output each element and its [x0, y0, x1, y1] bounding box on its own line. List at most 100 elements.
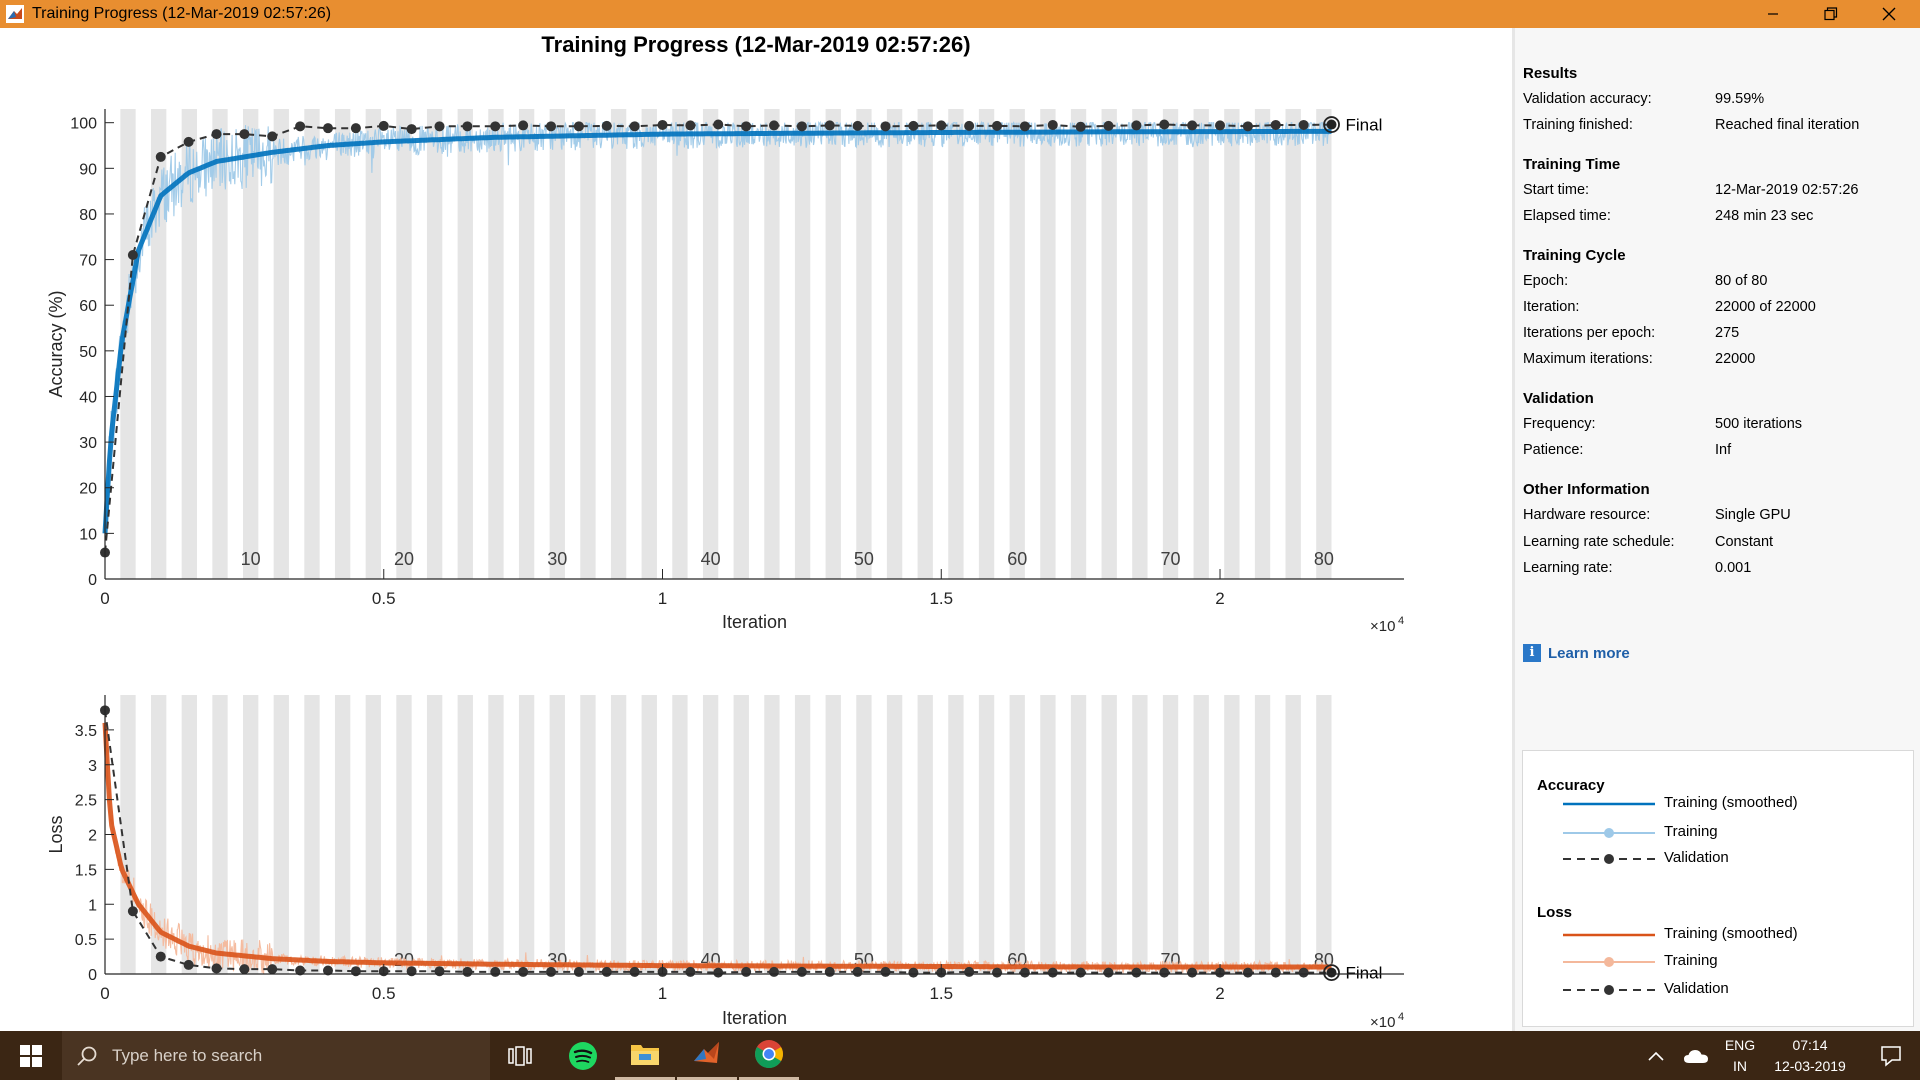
- accuracy-epoch-band: [120, 109, 136, 579]
- loss-epoch-band: [273, 695, 289, 974]
- show-hidden-icons-button[interactable]: [1628, 1031, 1684, 1080]
- accuracy-y-tick-label: 80: [79, 207, 97, 224]
- accuracy-validation-point: [378, 120, 389, 131]
- accuracy-epoch-band: [580, 109, 596, 579]
- accuracy-y-tick-label: 10: [79, 526, 97, 543]
- language-indicator-bottom[interactable]: IN: [1733, 1058, 1747, 1074]
- spotify-taskbar-button[interactable]: [553, 1031, 613, 1080]
- window-titlebar: Training Progress (12-Mar-2019 02:57:26): [0, 0, 1920, 28]
- language-indicator-top[interactable]: ENG: [1724, 1037, 1756, 1053]
- accuracy-validation-point: [518, 120, 529, 131]
- minimize-icon: [1768, 13, 1778, 15]
- minimize-button[interactable]: [1744, 0, 1802, 28]
- loss-validation-point: [1047, 967, 1058, 978]
- plot-main-title: Training Progress (12-Mar-2019 02:57:26): [541, 32, 971, 57]
- accuracy-epoch-band: [978, 109, 995, 579]
- loss-validation-point: [964, 966, 975, 977]
- loss-epoch-band: [426, 695, 443, 974]
- loss-validation-point: [796, 966, 807, 977]
- accuracy-epoch-label: 70: [1161, 549, 1181, 569]
- maximum-iterations-value: 22000: [1715, 351, 1756, 367]
- legend-loss-smoothed-sample: [1563, 933, 1655, 937]
- close-button[interactable]: [1860, 0, 1918, 28]
- onedrive-tray-button[interactable]: [1668, 1031, 1724, 1080]
- spotify-icon: [569, 1041, 597, 1070]
- learn-more-link[interactable]: i Learn more: [1523, 644, 1630, 662]
- loss-epoch-band: [396, 695, 412, 974]
- search-placeholder: Type here to search: [112, 1045, 263, 1065]
- accuracy-validation-point: [657, 119, 668, 130]
- clock-time[interactable]: 07:14: [1792, 1037, 1828, 1053]
- accuracy-epoch-band: [518, 109, 535, 579]
- panel-divider[interactable]: [1512, 28, 1515, 1031]
- training-finished-value: Reached final iteration: [1715, 117, 1860, 133]
- task-view-icon: [508, 1045, 532, 1066]
- loss-epoch-band: [917, 695, 933, 974]
- clock-date[interactable]: 12-03-2019: [1774, 1058, 1846, 1074]
- task-view-button[interactable]: [490, 1031, 550, 1080]
- legend-accuracy-smoothed-label: Training (smoothed): [1664, 794, 1798, 811]
- matlab-app-icon: [6, 5, 24, 23]
- accuracy-epoch-band: [1070, 109, 1087, 579]
- accuracy-epoch-label: 40: [701, 549, 721, 569]
- loss-epoch-band: [150, 695, 167, 974]
- matlab-taskbar-button[interactable]: [677, 1031, 737, 1080]
- accuracy-validation-point: [936, 120, 947, 131]
- loss-epoch-band: [886, 695, 903, 974]
- epoch-label: Epoch:: [1523, 273, 1569, 289]
- loss-validation-point: [267, 964, 278, 975]
- validation-accuracy-value: 99.59%: [1715, 91, 1765, 107]
- loss-epoch-band: [304, 695, 320, 974]
- loss-y-axis-label: Loss: [46, 815, 66, 853]
- chrome-taskbar-button[interactable]: [739, 1031, 799, 1080]
- accuracy-epoch-band: [917, 109, 933, 579]
- legend-loss-title: Loss: [1537, 904, 1573, 921]
- loss-epoch-band: [764, 695, 780, 974]
- loss-epoch-band: [1040, 695, 1056, 974]
- loss-validation-point: [546, 966, 557, 977]
- accuracy-validation-point: [1270, 119, 1281, 130]
- accuracy-epoch-band: [794, 109, 811, 579]
- accuracy-validation-point: [127, 250, 138, 261]
- accuracy-validation-point: [685, 120, 696, 131]
- loss-epoch-band: [794, 695, 811, 974]
- accuracy-epoch-band: [1316, 109, 1332, 579]
- file-explorer-taskbar-button[interactable]: [615, 1031, 675, 1080]
- maximize-button[interactable]: [1802, 0, 1860, 28]
- chevron-up-icon: [1648, 1051, 1664, 1061]
- loss-x-tick-label: 1.5: [929, 984, 953, 1003]
- loss-x-tick-label: 2: [1215, 984, 1224, 1003]
- taskbar-search-box[interactable]: Type here to search: [62, 1031, 490, 1080]
- accuracy-validation-point: [323, 123, 334, 134]
- learning-rate-schedule-label: Learning rate schedule:: [1523, 534, 1675, 550]
- onedrive-icon: [1684, 1049, 1708, 1063]
- accuracy-validation-point: [796, 121, 807, 132]
- accuracy-epoch-band: [733, 109, 749, 579]
- accuracy-validation-point: [239, 129, 250, 140]
- loss-validation-point: [1187, 967, 1198, 978]
- accuracy-epoch-band: [365, 109, 381, 579]
- training-finished-label: Training finished:: [1523, 117, 1633, 133]
- loss-epoch-band: [948, 695, 964, 974]
- loss-training-smoothed-line: [102, 722, 1332, 970]
- close-icon: [1882, 7, 1896, 21]
- loss-y-tick-label: 3: [88, 758, 97, 775]
- loss-validation-point: [824, 966, 835, 977]
- accuracy-y-tick-label: 100: [70, 116, 97, 133]
- learning-rate-schedule-value: Constant: [1715, 534, 1774, 550]
- loss-epoch-band: [365, 695, 381, 974]
- accuracy-y-tick-label: 30: [79, 435, 97, 452]
- frequency-label: Frequency:: [1523, 416, 1596, 432]
- loss-y-tick-label: 0.5: [75, 932, 97, 949]
- start-button[interactable]: [0, 1031, 62, 1080]
- action-center-button[interactable]: [1862, 1031, 1920, 1080]
- accuracy-validation-point: [908, 120, 919, 131]
- loss-epoch-band: [518, 695, 535, 974]
- accuracy-validation-point: [1019, 121, 1030, 132]
- accuracy-epoch-band: [396, 109, 412, 579]
- loss-validation-point: [908, 967, 919, 978]
- file-explorer-icon: [631, 1045, 659, 1065]
- loss-validation-point: [741, 966, 752, 977]
- iterations-per-epoch-value: 275: [1715, 325, 1740, 341]
- accuracy-validation-point: [1103, 120, 1114, 131]
